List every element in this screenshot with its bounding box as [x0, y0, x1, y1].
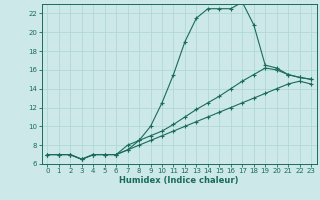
X-axis label: Humidex (Indice chaleur): Humidex (Indice chaleur) [119, 176, 239, 185]
